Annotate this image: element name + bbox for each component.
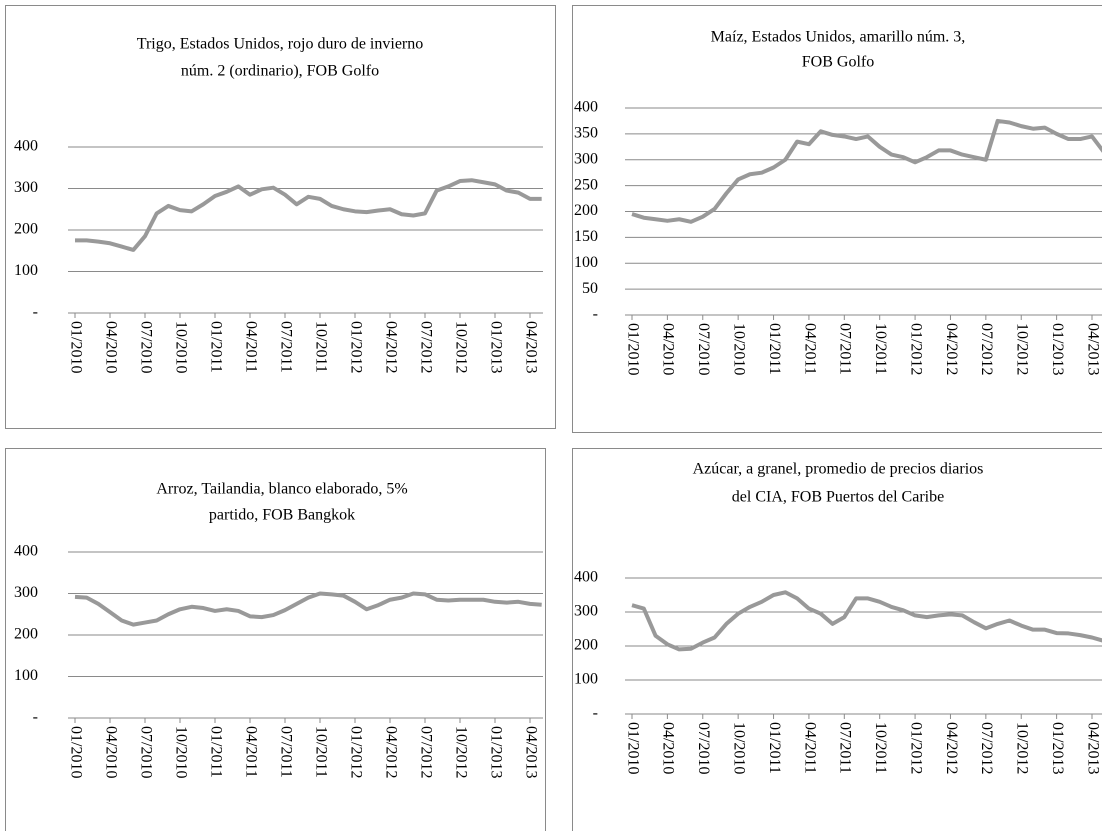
panel-frame	[5, 448, 546, 831]
x-tick-label: 04/2011	[801, 722, 818, 774]
x-tick-label: 04/2012	[943, 323, 960, 375]
chart-title: Maíz, Estados Unidos, amarillo núm. 3,	[711, 29, 966, 46]
chart-title: FOB Golfo	[802, 54, 874, 71]
panel-frame	[572, 448, 1102, 831]
data-line	[74, 591, 542, 627]
chart-title: Arroz, Tailandia, blanco elaborado, 5%	[156, 481, 407, 498]
panel-frame	[572, 5, 1102, 433]
y-tick-label: -	[593, 705, 598, 722]
y-tick-label: 350	[574, 125, 598, 142]
y-tick-label: 200	[14, 626, 38, 643]
chart-title: Azúcar, a granel, promedio de precios di…	[693, 461, 984, 478]
y-tick-label: 300	[574, 603, 598, 620]
x-tick-label: 07/2010	[695, 722, 712, 774]
x-tick-label: 01/2011	[766, 722, 783, 774]
data-line	[75, 178, 542, 252]
x-tick-label: 04/2010	[660, 323, 677, 375]
x-tick-label: 04/2012	[382, 726, 399, 778]
y-tick-label: 100	[14, 262, 38, 279]
x-tick-label: 01/2011	[766, 323, 783, 375]
panel-frame	[5, 5, 556, 429]
y-tick-label: 50	[582, 280, 598, 297]
x-tick-label: 01/2012	[347, 321, 364, 373]
x-tick-label: 01/2013	[1049, 722, 1066, 774]
y-tick-label: 300	[14, 584, 38, 601]
y-tick-label: 300	[14, 179, 38, 196]
x-tick-label: 10/2010	[172, 321, 189, 373]
x-tick-label: 04/2012	[943, 722, 960, 774]
x-tick-label: 04/2012	[382, 321, 399, 373]
x-tick-label: 04/2013	[1084, 323, 1101, 375]
x-tick-label: 10/2011	[312, 321, 329, 373]
y-tick-label: 250	[574, 176, 598, 193]
x-tick-label: 07/2012	[417, 726, 434, 778]
y-tick-label: 100	[574, 671, 598, 688]
x-tick-label: 04/2011	[242, 726, 259, 778]
x-tick-label: 01/2011	[207, 726, 224, 778]
x-tick-label: 04/2011	[801, 323, 818, 375]
x-tick-label: 01/2012	[907, 722, 924, 774]
x-tick-label: 10/2010	[730, 323, 747, 375]
x-tick-label: 04/2011	[242, 321, 259, 373]
x-tick-label: 07/2010	[695, 323, 712, 375]
x-tick-label: 01/2013	[487, 726, 504, 778]
x-tick-label: 01/2012	[347, 726, 364, 778]
x-tick-label: 10/2011	[872, 722, 889, 774]
x-tick-label: 01/2011	[207, 321, 224, 373]
y-tick-label: 400	[574, 99, 598, 116]
x-tick-label: 04/2013	[522, 726, 539, 778]
y-tick-label: 150	[574, 228, 598, 245]
x-tick-label: 10/2010	[172, 726, 189, 778]
x-tick-label: 07/2010	[137, 726, 154, 778]
data-line	[631, 118, 1102, 224]
x-tick-label: 01/2013	[487, 321, 504, 373]
x-tick-label: 04/2010	[660, 722, 677, 774]
x-tick-label: 01/2012	[907, 323, 924, 375]
x-tick-label: 10/2012	[1014, 722, 1031, 774]
x-tick-label: 07/2012	[417, 321, 434, 373]
x-tick-label: 07/2011	[837, 722, 854, 774]
y-tick-label: -	[33, 304, 38, 321]
chart-title: Trigo, Estados Unidos, rojo duro de invi…	[137, 36, 424, 53]
y-tick-label: 200	[14, 221, 38, 238]
y-tick-label: 400	[574, 569, 598, 586]
x-tick-label: 04/2010	[102, 321, 119, 373]
y-tick-label: 300	[574, 150, 598, 167]
y-tick-label: 200	[574, 637, 598, 654]
x-tick-label: 01/2010	[624, 323, 641, 375]
y-tick-label: -	[33, 709, 38, 726]
y-tick-label: -	[593, 306, 598, 323]
x-tick-label: 10/2010	[730, 722, 747, 774]
x-tick-label: 01/2010	[624, 722, 641, 774]
x-tick-label: 07/2012	[978, 323, 995, 375]
x-tick-label: 10/2011	[872, 323, 889, 375]
x-tick-label: 10/2011	[312, 726, 329, 778]
x-tick-label: 07/2011	[837, 323, 854, 375]
x-tick-label: 07/2010	[137, 321, 154, 373]
y-tick-label: 400	[14, 138, 38, 155]
x-tick-label: 10/2012	[452, 321, 469, 373]
x-tick-label: 07/2011	[277, 321, 294, 373]
x-tick-label: 04/2013	[522, 321, 539, 373]
x-tick-label: 01/2013	[1049, 323, 1066, 375]
y-tick-label: 100	[574, 254, 598, 271]
y-tick-label: 400	[14, 543, 38, 560]
x-tick-label: 04/2010	[102, 726, 119, 778]
x-tick-label: 07/2011	[277, 726, 294, 778]
y-tick-label: 100	[14, 667, 38, 684]
chart-title: núm. 2 (ordinario), FOB Golfo	[181, 63, 379, 80]
x-tick-label: 01/2010	[67, 321, 84, 373]
x-tick-label: 07/2012	[978, 722, 995, 774]
x-tick-label: 01/2010	[67, 726, 84, 778]
y-tick-label: 200	[574, 202, 598, 219]
x-tick-label: 04/2013	[1084, 722, 1101, 774]
chart-title: del CIA, FOB Puertos del Caribe	[732, 489, 944, 506]
x-tick-label: 10/2012	[452, 726, 469, 778]
chart-title: partido, FOB Bangkok	[209, 507, 355, 524]
x-tick-label: 10/2012	[1014, 323, 1031, 375]
data-line	[631, 590, 1102, 652]
